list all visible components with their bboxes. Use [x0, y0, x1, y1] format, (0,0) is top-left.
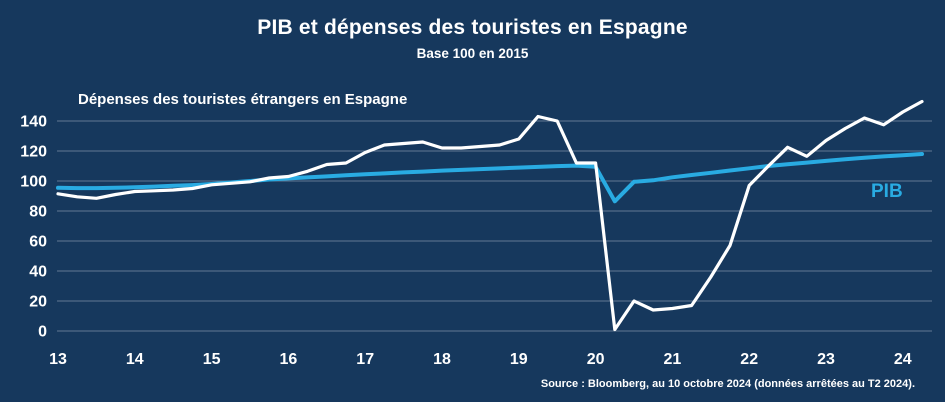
pib-line	[56, 152, 924, 204]
chart-title: PIB et dépenses des touristes en Espagne	[257, 16, 688, 39]
x-tick-label: 15	[203, 351, 221, 368]
y-tick-label: 0	[38, 324, 47, 341]
spending-line	[56, 99, 924, 332]
x-tick-label: 14	[126, 351, 144, 368]
chart-subtitle: Base 100 en 2015	[416, 46, 529, 61]
y-tick-label: 20	[29, 294, 47, 311]
x-tick-label: 24	[894, 351, 912, 368]
x-tick-label: 20	[587, 351, 605, 368]
x-tick-label: 16	[280, 351, 298, 368]
y-tick-label: 60	[29, 234, 47, 251]
x-tick-label: 21	[664, 351, 682, 368]
y-tick-label: 80	[29, 204, 47, 221]
y-tick-label: 120	[20, 144, 47, 161]
pib-series-label: PIB	[871, 181, 903, 202]
x-tick-label: 23	[817, 351, 835, 368]
spending-series-label: Dépenses des touristes étrangers en Espa…	[78, 91, 408, 108]
source-note: Source : Bloomberg, au 10 octobre 2024 (…	[540, 378, 915, 390]
y-tick-label: 40	[29, 264, 47, 281]
x-tick-label: 13	[49, 351, 67, 368]
x-tick-label: 22	[740, 351, 758, 368]
x-tick-label: 19	[510, 351, 528, 368]
y-tick-label: 100	[20, 174, 47, 191]
x-tick-label: 17	[356, 351, 374, 368]
x-tick-label: 18	[433, 351, 451, 368]
y-tick-label: 140	[20, 114, 47, 131]
